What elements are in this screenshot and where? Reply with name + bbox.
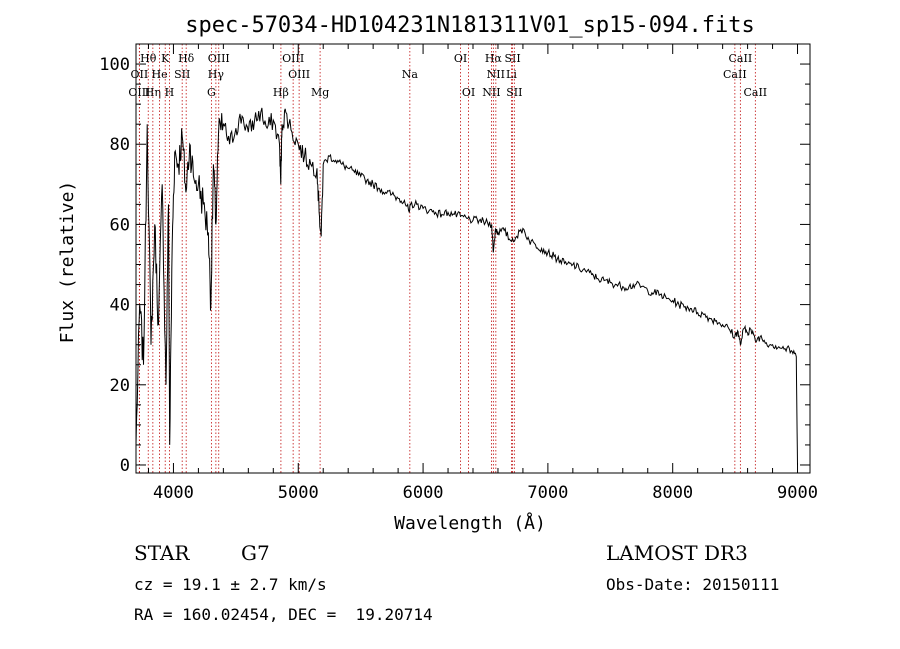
y-axis-label: Flux (relative) bbox=[57, 181, 78, 344]
line-label-9: OIII bbox=[208, 52, 230, 65]
y-tick-label-5: 100 bbox=[99, 55, 130, 75]
line-label-25: CaII bbox=[729, 52, 753, 65]
x-tick-label-5: 9000 bbox=[777, 483, 818, 503]
survey-label: LAMOST DR3 bbox=[606, 541, 748, 565]
obs-date-text: Obs-Date: 20150111 bbox=[606, 575, 780, 594]
line-label-6: H bbox=[165, 86, 175, 99]
x-tick-label-1: 5000 bbox=[278, 483, 319, 503]
object-subclass: G7 bbox=[241, 541, 270, 565]
line-label-15: Mg bbox=[311, 86, 329, 99]
object-class: STAR bbox=[134, 541, 190, 565]
line-label-23: Li bbox=[506, 68, 517, 81]
line-label-14: OIII bbox=[288, 68, 310, 81]
y-tick-label-4: 80 bbox=[110, 135, 130, 155]
x-tick-label-3: 7000 bbox=[527, 483, 568, 503]
y-axis: 0 20 40 60 80 100 bbox=[99, 55, 810, 476]
line-label-3: Hη bbox=[145, 86, 161, 99]
line-label-4: He bbox=[152, 68, 168, 81]
y-tick-label-0: 0 bbox=[120, 456, 130, 476]
x-axis: 4000 5000 6000 7000 8000 9000 bbox=[147, 44, 818, 503]
line-label-11: G bbox=[207, 86, 216, 99]
plot-frame bbox=[135, 43, 811, 474]
spectrum-line-0 bbox=[135, 107, 798, 466]
line-label-16: Na bbox=[402, 68, 419, 81]
line-label-2: OIII bbox=[128, 86, 150, 99]
line-label-1: OII bbox=[131, 68, 149, 81]
chart-title: spec-57034-HD104231N181311V01_sp15-094.f… bbox=[185, 13, 755, 38]
line-label-24: SII bbox=[506, 86, 522, 99]
line-label-20: NII bbox=[487, 68, 505, 81]
radec-text: RA = 160.02454, DEC = 19.20714 bbox=[134, 605, 433, 624]
line-label-12: Hβ bbox=[273, 86, 289, 99]
plot-area bbox=[135, 107, 798, 466]
x-axis-label: Wavelength (Å) bbox=[394, 512, 546, 534]
y-tick-label-1: 20 bbox=[110, 376, 130, 396]
line-label-19: Hα bbox=[485, 52, 503, 65]
line-label-5: K bbox=[161, 52, 170, 65]
line-label-10: Hγ bbox=[208, 68, 225, 81]
redshift-text: cz = 19.1 ± 2.7 km/s bbox=[134, 575, 327, 594]
line-label-0: Hθ bbox=[140, 52, 157, 65]
line-label-13: OIII bbox=[282, 52, 304, 65]
line-label-27: CaII bbox=[743, 86, 767, 99]
x-tick-label-0: 4000 bbox=[153, 483, 194, 503]
line-label-21: NII bbox=[482, 86, 500, 99]
line-label-8: Hδ bbox=[178, 52, 195, 65]
x-tick-label-2: 6000 bbox=[403, 483, 444, 503]
line-label-26: CaII bbox=[723, 68, 747, 81]
line-label-17: OI bbox=[454, 52, 467, 65]
x-tick-label-4: 8000 bbox=[652, 483, 693, 503]
y-tick-label-3: 60 bbox=[110, 215, 130, 235]
line-label-7: SII bbox=[174, 68, 190, 81]
line-label-18: OI bbox=[462, 86, 475, 99]
y-tick-label-2: 40 bbox=[110, 296, 130, 316]
line-label-22: SII bbox=[504, 52, 520, 65]
